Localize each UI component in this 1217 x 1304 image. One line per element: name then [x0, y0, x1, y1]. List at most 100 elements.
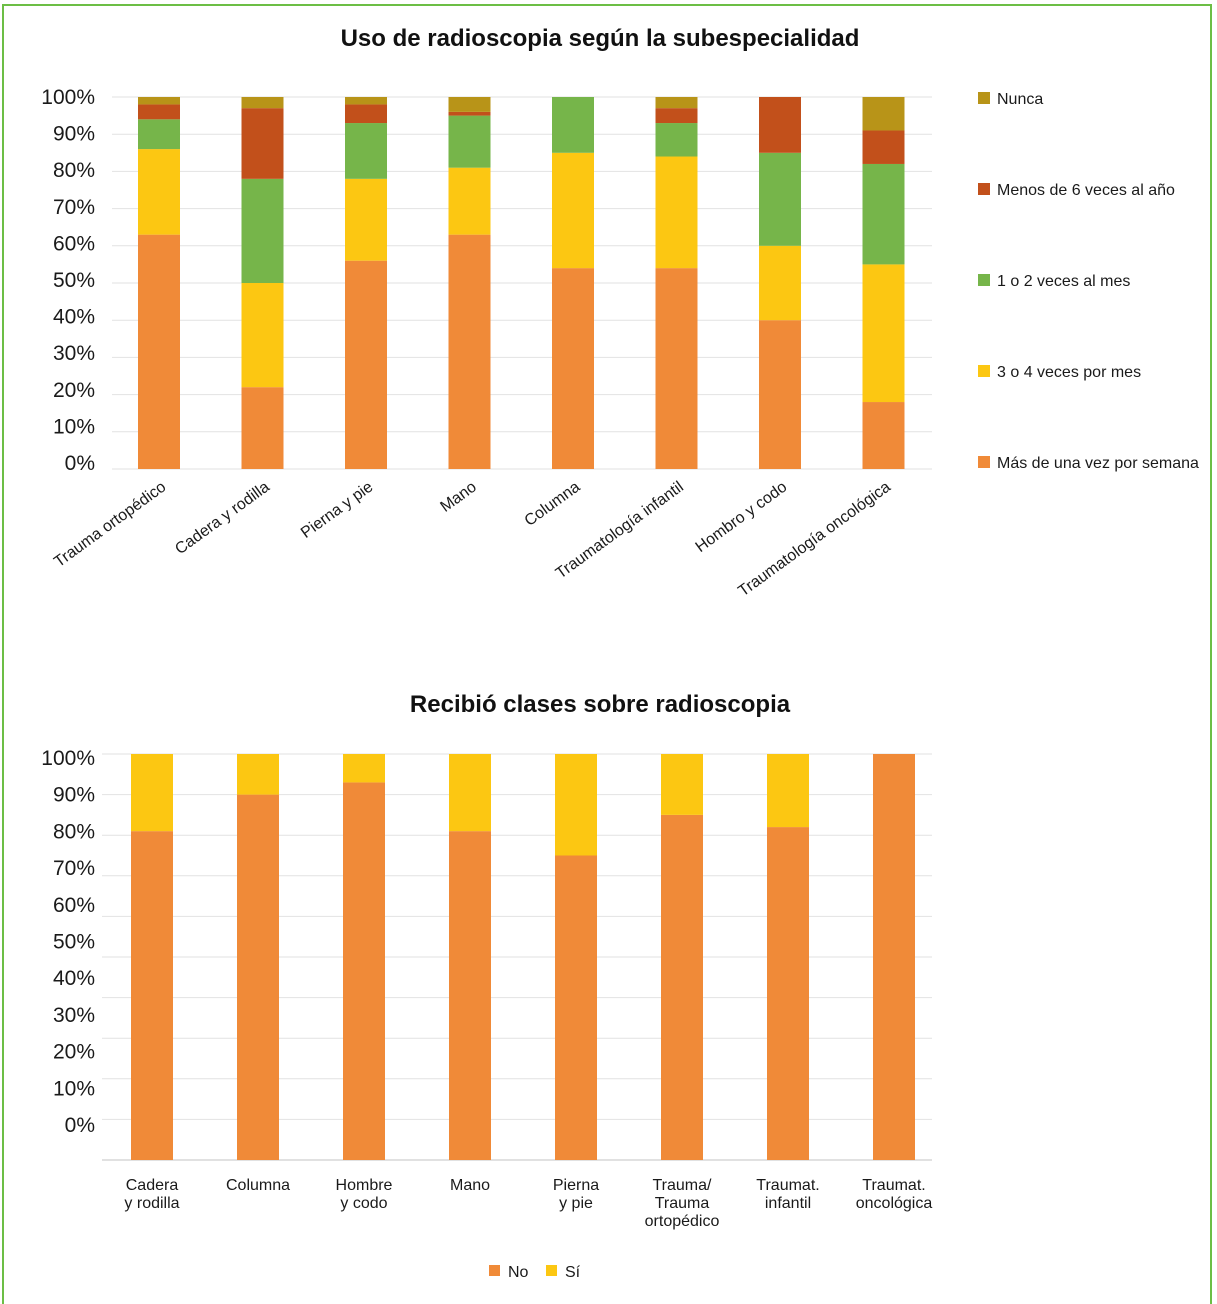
chart1-x-axis: Trauma ortopédico Cadera y rodilla Pierna … — [51, 478, 894, 600]
bar-no-4 — [449, 831, 491, 1160]
bar-si-3 — [343, 754, 385, 783]
bar-nunca-1 — [138, 97, 180, 105]
bar-menos-de-6-veces-al-ano-4 — [448, 111, 491, 116]
bar-mas-de-una-vez-por-semana-1 — [138, 234, 180, 469]
bar-si-2 — [237, 754, 279, 795]
chart1-gridlines — [112, 96, 932, 470]
bar-no-5 — [555, 855, 597, 1160]
x-tick-label-line: Columna — [226, 1177, 290, 1194]
bar-no-1 — [131, 831, 173, 1160]
bar-1-o-2-veces-al-mes-1 — [138, 119, 180, 150]
x-tick-label-line: Traumat. — [756, 1177, 819, 1194]
bar-1-o-2-veces-al-mes-7 — [759, 152, 801, 246]
legend-label-si: Sí — [565, 1264, 581, 1281]
chart2-bars — [131, 754, 915, 1160]
chart2-x-axis: Cadera y rodilla Columna Hombre y codo Mano Pi… — [124, 1177, 932, 1230]
x-tick-label: Columna — [522, 478, 584, 529]
bar-mas-de-una-vez-por-semana-8 — [862, 402, 905, 469]
legend-swatch-no — [489, 1265, 500, 1276]
bar-si-7 — [767, 754, 809, 828]
bar-1-o-2-veces-al-mes-3 — [345, 123, 387, 179]
y-tick-label: 0% — [65, 1114, 95, 1137]
x-tick-label: Pierna y pie — [553, 1177, 599, 1212]
y-tick-label: 10% — [53, 1077, 95, 1100]
chart-received-classes: Recibió clases sobre radioscopia 0% 10% 20… — [41, 691, 932, 1281]
bar-3-o-4-veces-por-mes-6 — [655, 156, 698, 269]
bar-no-6 — [661, 814, 703, 1160]
x-tick-label-line: Pierna — [553, 1177, 599, 1194]
x-tick-label-line: y rodilla — [124, 1195, 179, 1212]
y-tick-label: 90% — [53, 123, 95, 146]
y-tick-label: 20% — [53, 1041, 95, 1064]
bar-3-o-4-veces-por-mes-3 — [345, 178, 387, 261]
x-tick-label-line: infantil — [765, 1195, 811, 1212]
chart1-title: Uso de radioscopia según la subespeciali… — [341, 25, 860, 52]
legend-label-menos-de-6-veces-al-ano: Menos de 6 veces al año — [997, 182, 1175, 199]
x-tick-label: Columna — [226, 1177, 290, 1194]
y-tick-label: 60% — [53, 232, 95, 255]
y-tick-label: 0% — [65, 452, 95, 475]
x-tick-label: Traumat. oncológica — [856, 1177, 933, 1212]
bar-3-o-4-veces-por-mes-1 — [138, 149, 180, 235]
y-tick-label: 50% — [53, 269, 95, 292]
bar-no-8 — [873, 754, 915, 1160]
bar-menos-de-6-veces-al-ano-8 — [862, 130, 905, 164]
bar-1-o-2-veces-al-mes-5 — [552, 97, 594, 153]
legend-label-nunca: Nunca — [997, 91, 1043, 108]
legend-swatch-mas-de-una-vez-por-semana — [978, 456, 990, 468]
y-tick-label: 90% — [53, 784, 95, 807]
bar-menos-de-6-veces-al-ano-6 — [655, 108, 698, 124]
x-tick-label-line: oncológica — [856, 1195, 933, 1212]
bar-menos-de-6-veces-al-ano-7 — [759, 97, 801, 153]
bar-1-o-2-veces-al-mes-4 — [448, 115, 491, 168]
bar-no-2 — [237, 794, 279, 1160]
x-tick-label: Mano — [437, 478, 479, 515]
bar-nunca-6 — [655, 97, 698, 109]
legend-label-1-o-2-veces-al-mes: 1 o 2 veces al mes — [997, 273, 1130, 290]
y-tick-label: 40% — [53, 967, 95, 990]
y-tick-label: 80% — [53, 820, 95, 843]
bar-nunca-3 — [345, 97, 387, 105]
legend-label-mas-de-una-vez-por-semana: Más de una vez por semana — [997, 455, 1199, 472]
y-tick-label: 10% — [53, 415, 95, 438]
bar-no-7 — [767, 827, 809, 1160]
chart1-legend: Nunca Menos de 6 veces al año 1 o 2 veces … — [978, 91, 1199, 472]
bar-no-3 — [343, 782, 385, 1160]
y-tick-label: 60% — [53, 894, 95, 917]
x-tick-label-line: Hombre — [336, 1177, 393, 1194]
legend-swatch-menos-de-6-veces-al-ano — [978, 183, 990, 195]
chart-usage-by-subspecialty: Uso de radioscopia según la subespeciali… — [41, 25, 1199, 600]
chart2-y-axis: 0% 10% 20% 30% 40% 50% 60% 70% 80% 90% 100% — [41, 747, 95, 1137]
legend-swatch-si — [546, 1265, 557, 1276]
y-tick-label: 100% — [41, 86, 95, 109]
legend-swatch-3-o-4-veces-por-mes — [978, 365, 990, 377]
bar-3-o-4-veces-por-mes-4 — [448, 167, 491, 235]
x-tick-label-line: Traumat. — [862, 1177, 925, 1194]
x-tick-label: Trauma/Trauma ortopédico — [645, 1177, 720, 1230]
bar-mas-de-una-vez-por-semana-7 — [759, 320, 801, 469]
x-tick-label: Traumat. infantil — [756, 1177, 819, 1212]
x-tick-label: Mano — [450, 1177, 490, 1194]
x-tick-label: Hombre y codo — [336, 1177, 393, 1212]
bar-nunca-4 — [448, 97, 491, 112]
x-tick-label: Cadera y rodilla — [124, 1177, 179, 1212]
bar-3-o-4-veces-por-mes-8 — [862, 264, 905, 403]
legend-swatch-1-o-2-veces-al-mes — [978, 274, 990, 286]
bar-nunca-2 — [241, 97, 284, 109]
y-tick-label: 100% — [41, 747, 95, 770]
bar-1-o-2-veces-al-mes-6 — [655, 123, 698, 157]
y-tick-label: 20% — [53, 379, 95, 402]
bar-si-5 — [555, 754, 597, 856]
bar-mas-de-una-vez-por-semana-4 — [448, 234, 491, 469]
x-tick-label-line: Mano — [450, 1177, 490, 1194]
legend-label-no: No — [508, 1264, 529, 1281]
y-tick-label: 50% — [53, 931, 95, 954]
chart2-title: Recibió clases sobre radioscopia — [410, 691, 791, 718]
bar-menos-de-6-veces-al-ano-1 — [138, 104, 180, 120]
x-tick-label-line: y codo — [340, 1195, 387, 1212]
y-tick-label: 30% — [53, 1004, 95, 1027]
bar-3-o-4-veces-por-mes-5 — [552, 152, 594, 269]
y-tick-label: 70% — [53, 196, 95, 219]
bar-nunca-8 — [862, 97, 905, 131]
